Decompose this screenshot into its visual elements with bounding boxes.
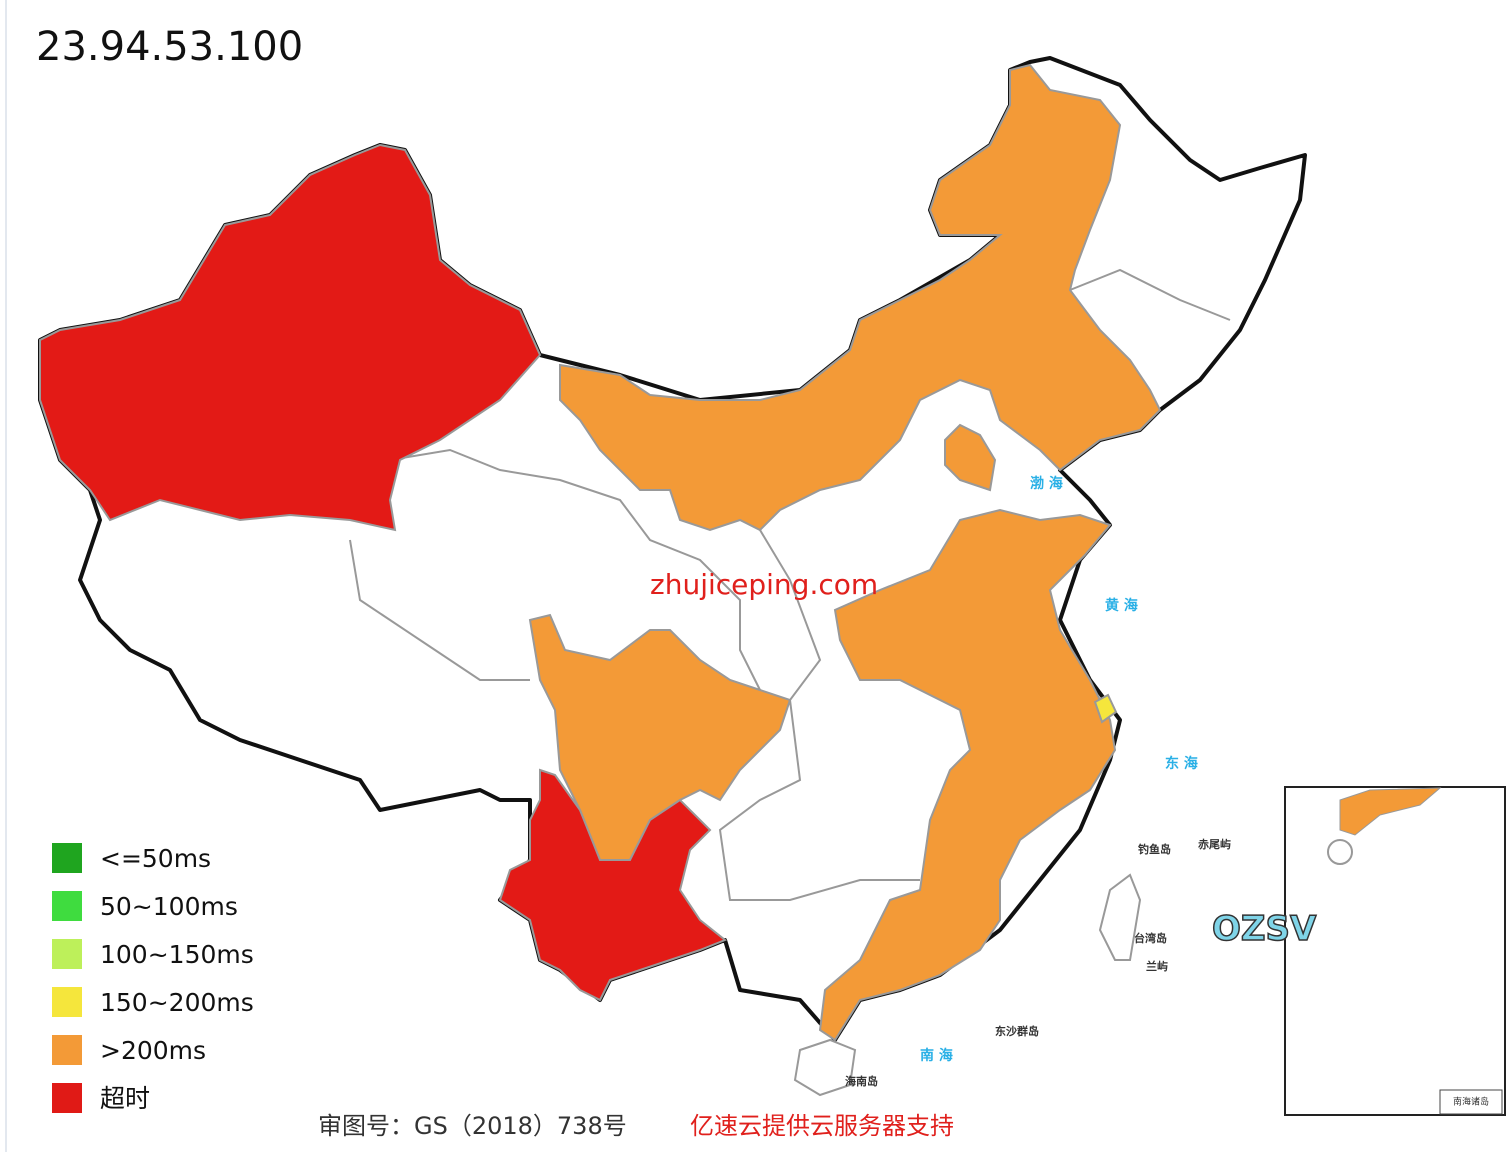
sea-label: 渤 海 [1030,475,1063,492]
island-label: 海南岛 [845,1074,878,1088]
region-timeout [498,768,727,1002]
legend-swatch [52,843,82,873]
inset-island [1327,839,1353,865]
inset-region [1339,787,1442,836]
region-over-200ms [528,613,792,861]
approval-number: 审图号：GS（2018）738号 [318,1112,627,1140]
legend-label: 超时 [100,1084,150,1113]
legend-label: 50~100ms [100,892,238,921]
inset-caption-box [1439,1089,1503,1115]
region-over-200ms [559,63,1162,532]
legend: <=50ms 50~100ms 100~150ms 150~200ms >200ms 超时 [52,843,254,1113]
region-over-200ms [944,423,997,492]
legend-label: 100~150ms [100,940,254,969]
logo: OZSV [1212,909,1317,949]
legend-label: 150~200ms [100,988,254,1017]
sea-label: 黄 海 [1105,597,1138,614]
title: 23.94.53.100 [36,24,303,70]
watermark: zhujiceping.com [650,568,878,601]
legend-swatch [52,939,82,969]
island-label: 东沙群岛 [995,1024,1039,1038]
sea-label: 东 海 [1165,755,1198,772]
province-border [1069,268,1231,321]
province-border [349,539,530,681]
sponsor-note: 亿速云提供云服务器支持 [690,1112,954,1140]
island-label: 台湾岛 [1134,931,1167,945]
legend-label: >200ms [100,1036,206,1065]
island [1098,873,1142,961]
island-label: 赤尾屿 [1198,837,1231,851]
legend-swatch [52,987,82,1017]
sea-label: 南 海 [920,1047,953,1064]
legend-swatch [52,891,82,921]
region-150-200ms [1093,693,1118,724]
province-border [718,529,920,901]
island-label: 钓鱼岛 [1138,842,1171,856]
island [793,1038,857,1097]
legend-swatch [52,1035,82,1065]
region-timeout [39,143,542,532]
inset-caption: 南海诸岛 [1453,1096,1489,1108]
province-border [389,448,761,691]
inset-frame [1284,786,1506,1116]
region-over-200ms [818,508,1117,1042]
legend-swatch [52,1083,82,1113]
island-label: 兰屿 [1146,959,1168,973]
legend-label: <=50ms [100,844,211,873]
